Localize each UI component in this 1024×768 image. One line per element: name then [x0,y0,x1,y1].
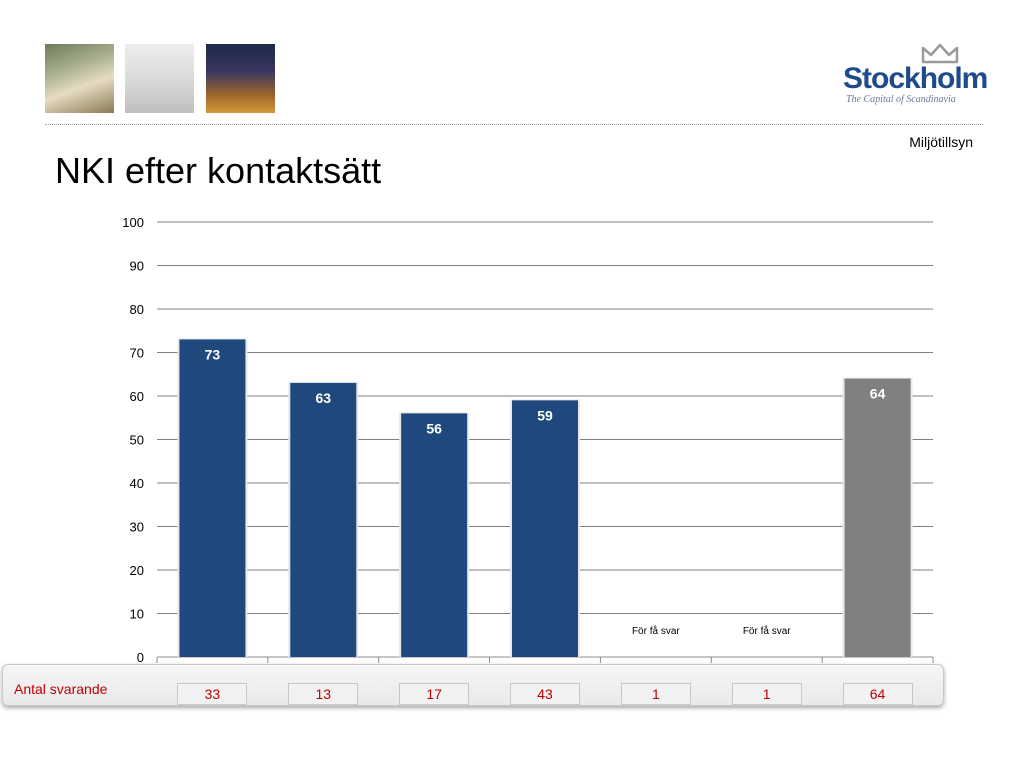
y-tick-label: 60 [130,389,144,404]
furniture-photo [125,44,194,113]
data-label: 59 [537,407,553,423]
bar [290,382,357,657]
respondent-count: 43 [510,683,580,705]
data-label: 64 [870,386,886,402]
y-tick-label: 90 [130,259,144,274]
missing-data-label: För få svar [743,625,791,637]
y-tick-label: 0 [137,650,144,665]
department-label: Miljötillsyn [909,134,973,150]
y-tick-label: 80 [130,302,144,317]
respondent-count: 64 [842,683,913,705]
y-tick-label: 30 [130,520,144,535]
respondent-count: 33 [177,683,248,705]
christmas-tree-photo [206,44,275,113]
respondent-count: 1 [731,683,802,705]
respondent-count: 13 [288,683,359,705]
data-label: 63 [315,390,331,406]
header-divider [45,124,983,125]
y-tick-label: 10 [130,607,144,622]
y-tick-label: 70 [130,346,144,361]
stockholm-logo: Stockholm The Capital of Scandinavia [843,42,988,108]
respondents-panel [2,664,944,706]
woman-with-cup-photo [45,44,114,113]
data-label: 73 [205,346,221,362]
slide-title: NKI efter kontaktsätt [55,150,382,191]
bar [512,400,578,657]
respondent-count: 17 [399,683,470,705]
bar [401,413,468,657]
bar-chart: 010203040506070809010073Telefon63E-post5… [122,215,934,683]
y-tick-label: 100 [122,215,144,230]
respondent-count: 1 [620,683,691,705]
logo-wordmark: Stockholm [843,62,988,95]
bar [844,378,911,657]
y-tick-label: 20 [130,563,144,578]
crown-icon [921,43,959,64]
data-label: 56 [426,420,442,436]
missing-data-label: För få svar [632,625,680,637]
respondents-label: Antal svarande [14,681,108,697]
bar [179,339,246,657]
y-tick-label: 40 [130,476,144,491]
y-tick-label: 50 [130,433,144,448]
logo-tagline: The Capital of Scandinavia [846,94,956,105]
